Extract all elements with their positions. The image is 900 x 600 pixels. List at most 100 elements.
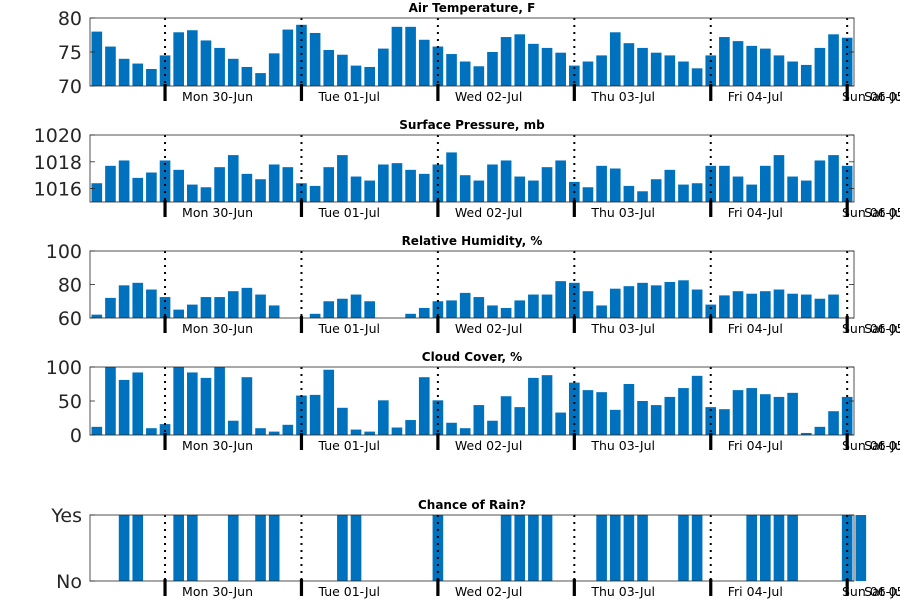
bar (459, 175, 471, 202)
bar (337, 407, 348, 435)
bar (596, 55, 607, 86)
x-tick-label: Tue 01-Jul (317, 438, 380, 453)
bar (841, 515, 853, 581)
x-tick-label: Fri 04-Jul (728, 584, 783, 599)
bar (214, 297, 225, 318)
bar (678, 184, 689, 202)
bar (528, 515, 539, 581)
bar (609, 515, 621, 581)
bar (432, 46, 444, 86)
bar (623, 384, 635, 435)
bar (173, 515, 184, 581)
bar (309, 394, 321, 435)
bar (650, 52, 662, 86)
bar (323, 301, 335, 318)
x-tick-label: Fri 04-Jul (728, 205, 783, 220)
bar (637, 47, 648, 86)
bar (719, 295, 730, 318)
bar (664, 169, 676, 202)
bar (514, 176, 526, 202)
bar (91, 314, 103, 318)
bar (391, 163, 403, 202)
chart-title: Air Temperature, F (409, 1, 536, 15)
bar (132, 515, 144, 581)
bar (596, 515, 607, 581)
bar (173, 367, 184, 435)
x-tick-label: Sat 05-Jul (864, 438, 900, 453)
bar (487, 420, 498, 435)
bar (800, 294, 812, 318)
bar (350, 65, 362, 86)
bar (146, 289, 157, 318)
bar (719, 165, 730, 202)
bar (596, 392, 607, 435)
y-tick-label: 80 (58, 8, 82, 30)
bar (255, 294, 266, 318)
bar (623, 286, 635, 318)
bar (268, 164, 280, 202)
bar (773, 289, 785, 318)
bar (200, 187, 212, 202)
y-tick-label: 1016 (34, 179, 82, 201)
bar (446, 152, 457, 202)
bar (364, 66, 375, 86)
bar (650, 179, 662, 202)
bar (91, 31, 103, 87)
bar (241, 173, 253, 202)
y-tick-label: 100 (46, 357, 82, 379)
bar (623, 515, 635, 581)
bar (459, 292, 471, 319)
bar (405, 169, 416, 202)
bar (760, 394, 771, 435)
bar (650, 285, 662, 318)
bar (255, 179, 266, 202)
bar (159, 424, 171, 435)
bar (760, 48, 771, 86)
bar (609, 409, 621, 435)
bar (732, 390, 744, 435)
bar (623, 185, 635, 202)
bar (105, 297, 116, 318)
bar (173, 169, 184, 202)
bar (705, 304, 717, 318)
x-tick-label: Wed 02-Jul (455, 438, 522, 453)
bar (691, 375, 703, 435)
y-tick-label: 70 (58, 76, 82, 98)
x-tick-label: Sat 05-Jul (864, 321, 900, 336)
bar (309, 185, 321, 202)
x-tick-label: Mon 30-Jun (182, 438, 253, 453)
bar (760, 291, 771, 318)
y-tick-label: Yes (50, 505, 82, 527)
bar (282, 424, 294, 435)
bar (487, 305, 498, 318)
bar (132, 177, 144, 202)
bar (787, 176, 798, 202)
bar (91, 183, 103, 202)
bar (582, 390, 594, 435)
x-tick-label: Wed 02-Jul (455, 205, 522, 220)
x-tick-label: Thu 03-Jul (590, 205, 655, 220)
bar (623, 43, 635, 86)
bar (432, 301, 444, 318)
bar (282, 167, 294, 202)
bar (800, 64, 812, 86)
bar (541, 515, 553, 581)
bar (364, 431, 375, 435)
bar (637, 282, 648, 318)
bar (732, 291, 744, 318)
bar (200, 377, 212, 435)
bar (637, 515, 648, 581)
bar (118, 515, 130, 581)
bar (541, 47, 553, 86)
x-tick-label: Tue 01-Jul (317, 89, 380, 104)
bar (378, 48, 389, 86)
bar (323, 167, 335, 202)
bar (118, 58, 130, 86)
y-tick-label: No (56, 571, 82, 593)
bar (664, 281, 676, 318)
x-tick-label: Wed 02-Jul (455, 89, 522, 104)
bar (800, 432, 812, 435)
bar (555, 160, 566, 202)
bar (582, 61, 594, 86)
bar (705, 55, 717, 86)
